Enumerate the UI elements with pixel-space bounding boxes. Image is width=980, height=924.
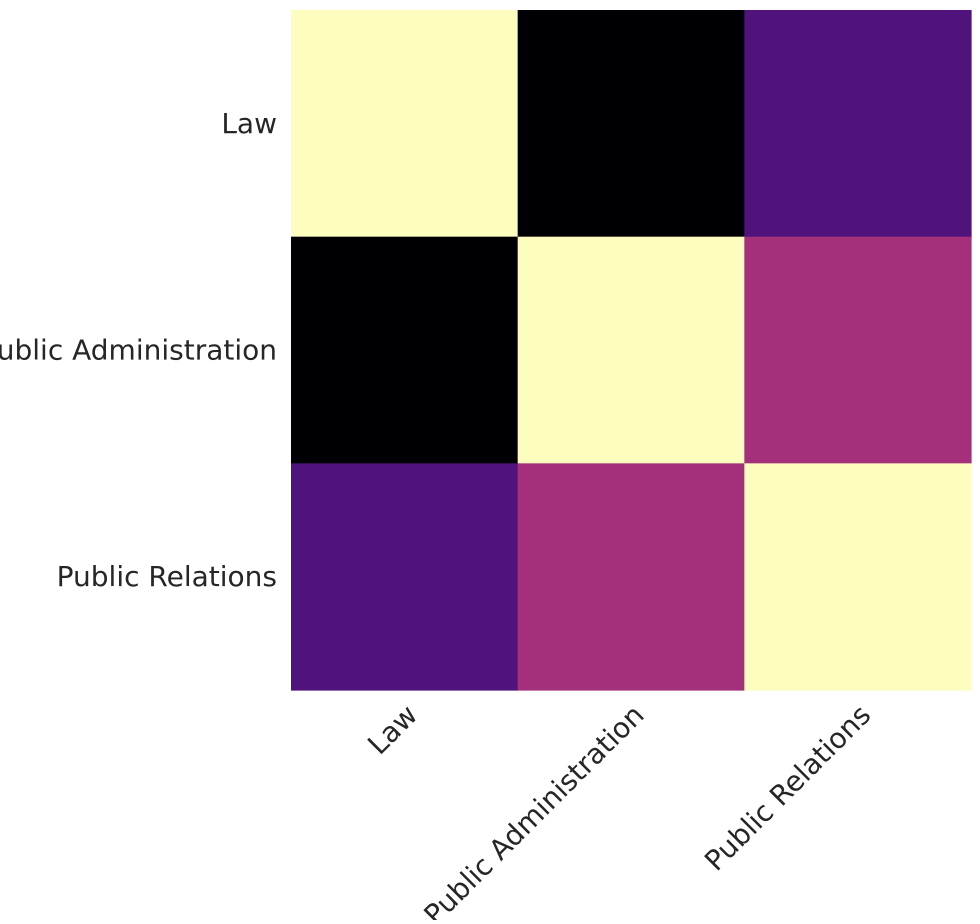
y-tick-label: Public Administration	[0, 334, 277, 367]
heatmap-cell	[291, 463, 519, 691]
heatmap-cell	[291, 10, 519, 238]
y-tick-label: Law	[221, 107, 277, 140]
heatmap-cell	[744, 10, 972, 238]
heatmap-cell	[291, 236, 519, 464]
heatmap-cell	[517, 10, 745, 238]
heatmap-cell	[517, 463, 745, 691]
x-tick-label: Law	[361, 698, 424, 761]
y-tick-label: Public Relations	[57, 560, 277, 593]
x-tick-label: Public Relations	[698, 698, 877, 877]
y-axis-tick-labels: Law Public Administration Public Relations	[0, 107, 277, 593]
heatmap-cells	[291, 10, 972, 691]
heatmap-cell	[744, 236, 972, 464]
x-tick-label: Public Administration	[418, 698, 651, 920]
heatmap-cell	[744, 463, 972, 691]
heatmap-cell	[517, 236, 745, 464]
